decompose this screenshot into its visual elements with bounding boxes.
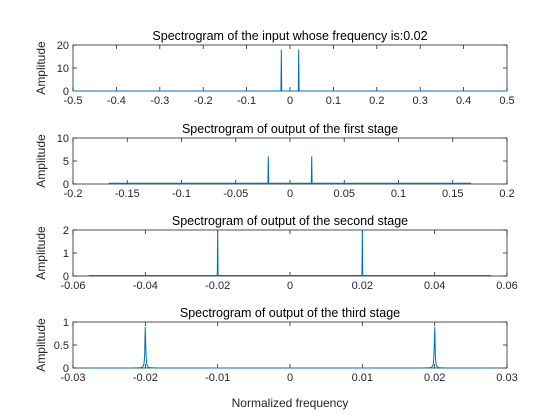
- x-tick-label: 0.5: [499, 95, 514, 107]
- x-tick-label: -0.3: [150, 95, 169, 107]
- spectrum-line: [88, 229, 492, 277]
- x-tick-label: 0.4: [456, 95, 471, 107]
- subplot-3: Spectrogram of output of the second stag…: [34, 214, 518, 292]
- x-tick-label: -0.1: [172, 188, 191, 200]
- spectrum-line: [88, 327, 492, 369]
- spectrum-line: [108, 156, 472, 184]
- x-tick-label: -0.06: [60, 280, 85, 292]
- y-tick-label: 10: [57, 63, 69, 75]
- y-tick-label: 0: [63, 271, 69, 283]
- x-tick-label: -0.03: [60, 372, 85, 384]
- y-axis-label: Amplitude: [34, 226, 48, 280]
- x-tick-label: -0.2: [194, 95, 213, 107]
- x-tick-label: 0.04: [424, 280, 445, 292]
- x-tick-label: -0.02: [133, 372, 158, 384]
- x-tick-label: -0.05: [223, 188, 248, 200]
- y-tick-label: 0.5: [54, 340, 69, 352]
- x-tick-label: 0.3: [413, 95, 428, 107]
- y-axis-label: Amplitude: [34, 41, 48, 95]
- chart-title: Spectrogram of output of the second stag…: [172, 214, 408, 228]
- chart-title: Spectrogram of the input whose frequency…: [152, 29, 427, 43]
- axes-box: [72, 44, 508, 92]
- y-tick-label: 5: [63, 156, 69, 168]
- y-tick-label: 0: [63, 363, 69, 375]
- x-tick-label: 0: [287, 280, 293, 292]
- x-tick-label: -0.4: [107, 95, 126, 107]
- x-tick-label: 0: [287, 188, 293, 200]
- x-tick-label: -0.02: [205, 280, 230, 292]
- axes-box: [72, 137, 508, 185]
- x-tick-label: 0.15: [442, 188, 463, 200]
- y-tick-label: 20: [57, 40, 69, 52]
- y-tick-label: 0: [63, 179, 69, 191]
- subplot-4: Spectrogram of output of the third stage…: [34, 306, 518, 384]
- x-tick-label: -0.04: [133, 280, 158, 292]
- x-tick-label: -0.2: [64, 188, 83, 200]
- axes-box: [72, 229, 508, 277]
- x-tick-label: 0.02: [352, 280, 373, 292]
- y-axis-label: Amplitude: [34, 134, 48, 188]
- x-tick-label: 0.01: [352, 372, 373, 384]
- spectrum-line: [73, 49, 507, 92]
- x-tick-label: 0: [287, 95, 293, 107]
- x-tick-label: 0.03: [496, 372, 517, 384]
- y-axis-label: Amplitude: [34, 318, 48, 372]
- y-tick-label: 1: [63, 248, 69, 260]
- y-tick-label: 2: [63, 225, 69, 237]
- x-tick-label: 0.2: [499, 188, 514, 200]
- x-tick-label: -0.1: [237, 95, 256, 107]
- figure-xlabel: Normalized frequency: [232, 396, 349, 410]
- subplot-1: Spectrogram of the input whose frequency…: [34, 29, 515, 107]
- x-tick-label: 0.1: [391, 188, 406, 200]
- x-tick-label: 0.06: [496, 280, 517, 292]
- subplot-2: Spectrogram of output of the first stage…: [34, 122, 515, 200]
- x-tick-label: -0.15: [115, 188, 140, 200]
- x-tick-label: 0.05: [334, 188, 355, 200]
- x-tick-label: 0.2: [369, 95, 384, 107]
- subplots: Spectrogram of the input whose frequency…: [34, 29, 518, 384]
- x-tick-label: 0.1: [326, 95, 341, 107]
- x-tick-label: 0.02: [424, 372, 445, 384]
- chart-title: Spectrogram of output of the third stage: [180, 306, 400, 320]
- axes-box: [72, 321, 508, 369]
- x-tick-label: -0.5: [64, 95, 83, 107]
- y-tick-label: 10: [57, 133, 69, 145]
- y-tick-label: 1: [63, 317, 69, 329]
- x-tick-label: -0.01: [205, 372, 230, 384]
- chart-title: Spectrogram of output of the first stage: [182, 122, 398, 136]
- y-tick-label: 0: [63, 86, 69, 98]
- x-tick-label: 0: [287, 372, 293, 384]
